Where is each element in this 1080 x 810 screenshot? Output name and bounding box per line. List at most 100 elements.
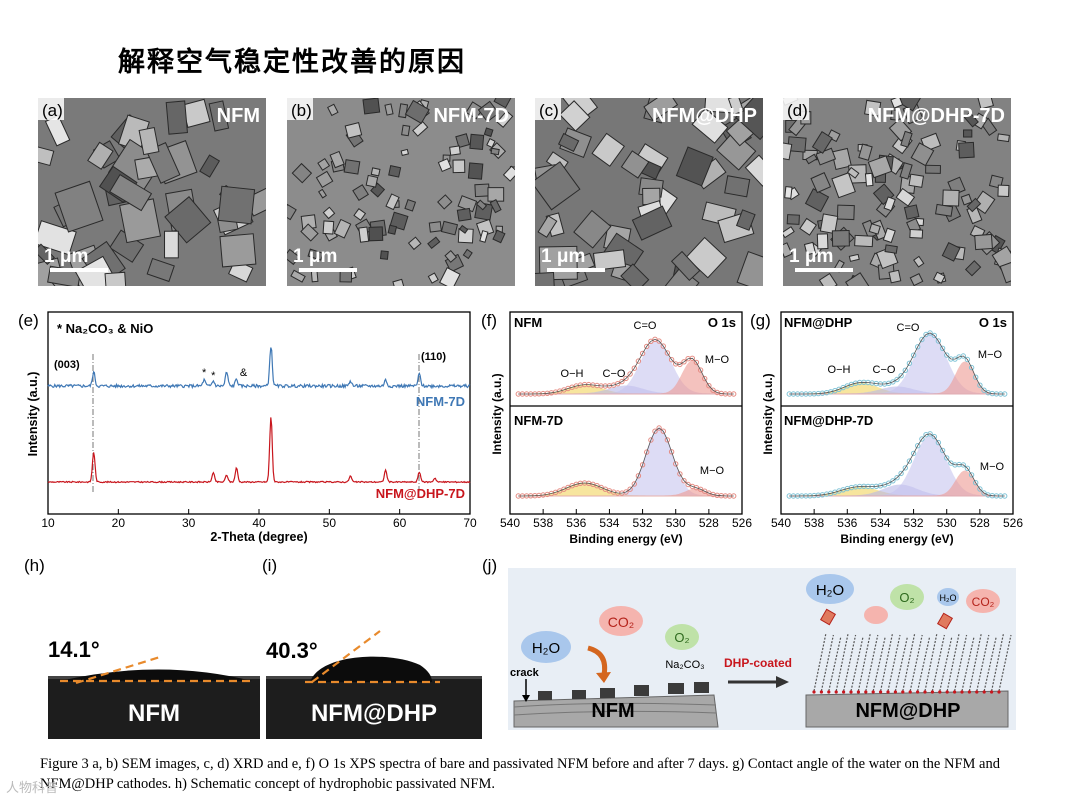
sem-grain [734, 98, 763, 141]
sem-grain [972, 190, 996, 215]
sem-grain [428, 221, 442, 233]
sem-grain [836, 204, 855, 221]
sem-grain [291, 162, 313, 184]
dhp-chain [961, 636, 975, 692]
sem-grain [404, 199, 417, 212]
sem-grain [810, 172, 832, 194]
dhp-chain [902, 632, 916, 692]
sem-grain [310, 270, 319, 283]
sem-grain [479, 230, 489, 243]
sem-grain [437, 194, 453, 210]
xrd-tick-label: 50 [323, 516, 337, 530]
xps-g-envelope [789, 433, 1005, 497]
sem-grain [370, 167, 381, 177]
xps-g-data-point [981, 387, 987, 393]
schematic-arrow-label: DHP-coated [724, 656, 792, 670]
sem-grain [487, 187, 505, 202]
dhp-anchor [812, 690, 816, 694]
xps-g-data-point [964, 465, 971, 472]
schematic-orange-arrow [587, 645, 608, 676]
xps-g-data-point [944, 352, 950, 358]
xps-f-x-ticks: 540 538 536 534 532 530 528 526 [500, 509, 752, 530]
sem-grain [783, 242, 793, 258]
dhp-chain [954, 634, 968, 692]
sem-grain [492, 229, 506, 244]
xps-f-data-point [656, 425, 662, 431]
dhp-anchor [997, 690, 1001, 694]
xps-f-tick-label: 540 [500, 516, 520, 530]
sem-grain [903, 204, 920, 220]
xrd-label-nfm-7d: NFM-7D [416, 394, 465, 409]
sem-scale-bar [50, 268, 108, 272]
xps-g-data-point [886, 480, 892, 486]
dhp-anchor [879, 690, 883, 694]
xps-g-data-point [915, 443, 921, 449]
xps-f-data-point [673, 461, 679, 467]
sem-grain [343, 159, 361, 175]
xps-f-tick-label: 534 [599, 516, 619, 530]
xps-g-data-point [944, 455, 950, 461]
sem-grain [496, 110, 514, 128]
sem-grain [138, 126, 160, 156]
xrd-chart: (e) * Na₂CO₃ & NiO (003) (110) NFM-7D NF… [18, 311, 477, 544]
sem-grain [465, 101, 484, 120]
contact-h-angle: 14.1° [48, 637, 100, 662]
xps-g-xlabel: Binding energy (eV) [840, 532, 953, 546]
sem-grain [868, 223, 881, 235]
schematic-h2o-bubble-right [806, 574, 854, 604]
sem-grain [925, 164, 941, 174]
schematic-o2-label-right: O₂ [899, 590, 914, 605]
dhp-chain [924, 632, 938, 692]
sem-grain [452, 159, 466, 174]
xps-f-data-point [623, 489, 629, 495]
xps-g-frame [780, 311, 1014, 515]
xps-g-data-point [973, 374, 979, 380]
xps-g-data-point [977, 486, 983, 492]
xps-g-data-point [968, 472, 975, 478]
sem-grain [164, 230, 179, 259]
xps-f-bottom-sample: NFM-7D [514, 413, 563, 428]
dhp-chain [843, 634, 857, 692]
sem-grain [803, 241, 817, 256]
sem-grain [999, 260, 1011, 284]
sem-grain [440, 220, 459, 236]
sem-grain [439, 267, 461, 286]
xps-f-peak-oh: O−H [561, 368, 584, 380]
dhp-anchor [916, 690, 920, 694]
sem-grain [404, 99, 430, 124]
sem-grain [846, 166, 860, 179]
slide-title: 解释空气稳定性改善的原因 [118, 47, 466, 78]
xps-f-data-point [644, 343, 650, 350]
sem-grain [398, 103, 409, 119]
xrd-frame [47, 311, 471, 515]
xps-g-x-ticks: 540 538 536 534 532 530 528 526 [771, 509, 1023, 530]
dhp-anchor [856, 690, 860, 694]
xps-g-tick-label: 526 [1003, 516, 1023, 530]
xps-f-peak-c-double-o: C=O [634, 320, 657, 332]
sem-grain [845, 272, 871, 286]
xps-f-data-point [702, 488, 708, 494]
sem-grain [307, 248, 324, 261]
xps-g-data-point [890, 379, 896, 385]
xps-f-spectrum: O 1s [708, 315, 736, 330]
sem-grain [401, 124, 411, 137]
xps-f-data-point [619, 378, 625, 385]
sem-sample-label: NFM-7D [433, 105, 509, 127]
dhp-anchor [960, 690, 964, 694]
contact-h-sample: NFM [128, 700, 180, 727]
schematic-co2-label-right: CO₂ [972, 595, 995, 609]
sem-grain [864, 172, 874, 187]
sem-grain [38, 220, 77, 256]
sem-grain [322, 220, 335, 235]
sem-grain [353, 208, 367, 221]
xps-f-data-point [639, 462, 646, 468]
dhp-anchor [930, 690, 934, 694]
sem-grain [897, 98, 922, 112]
sem-grain [559, 100, 591, 132]
sem-grain [38, 144, 55, 167]
sem-panel-c: (c) NFM@DHP 1 μm [535, 98, 763, 286]
sem-grain [691, 107, 729, 144]
xps-f-peak-mo-bottom: M−O [700, 465, 725, 477]
xrd-tick-label: 60 [393, 516, 407, 530]
dhp-chain [820, 634, 834, 692]
